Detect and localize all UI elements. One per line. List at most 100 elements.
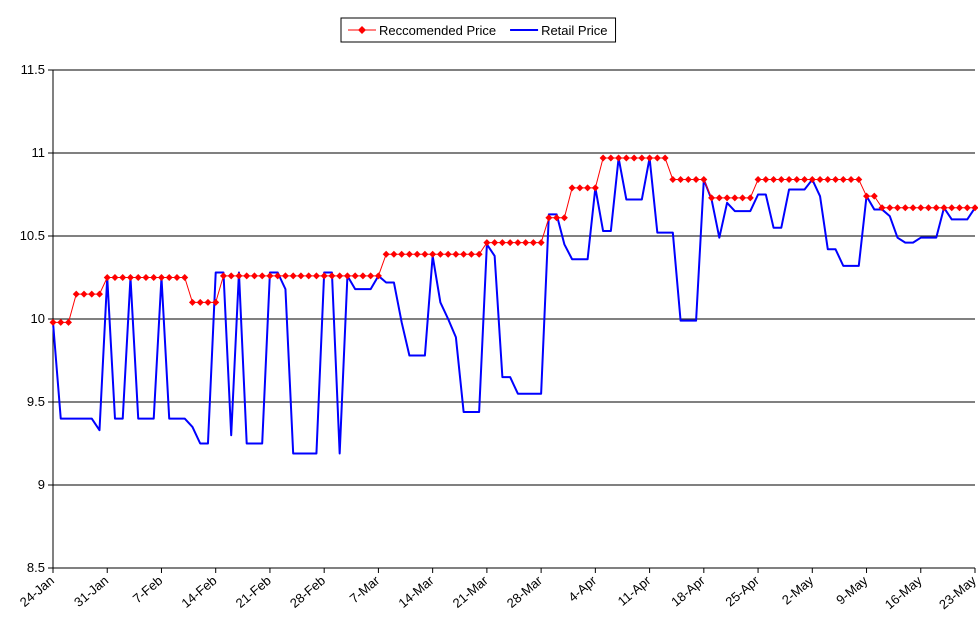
data-marker: [653, 154, 661, 162]
x-tick-label: 24-Jan: [17, 573, 57, 610]
data-marker: [615, 154, 623, 162]
data-marker: [150, 274, 158, 281]
data-marker: [917, 204, 925, 212]
data-marker: [336, 272, 344, 280]
data-marker: [258, 272, 266, 280]
data-marker: [901, 204, 909, 212]
data-marker: [351, 272, 359, 280]
x-tick-label: 28-Feb: [287, 573, 328, 611]
data-marker: [429, 250, 437, 258]
data-marker: [274, 272, 282, 280]
data-marker: [956, 204, 964, 212]
data-marker: [436, 250, 444, 258]
x-tick-label: 7-Mar: [347, 572, 383, 606]
data-marker: [855, 176, 863, 184]
x-tick-label: 4-Apr: [565, 572, 600, 604]
data-marker: [599, 154, 607, 162]
data-marker: [196, 298, 204, 306]
legend-marker: [358, 26, 366, 34]
x-tick-label: 21-Feb: [233, 573, 274, 611]
data-marker: [715, 194, 723, 202]
data-marker: [452, 250, 460, 258]
legend-label: Retail Price: [541, 23, 607, 38]
data-marker: [328, 272, 336, 280]
data-marker: [801, 176, 809, 184]
data-marker: [545, 214, 553, 222]
legend-label: Reccomended Price: [379, 23, 496, 38]
x-tick-label: 14-Feb: [178, 573, 219, 611]
data-marker: [808, 176, 816, 184]
data-marker: [405, 250, 413, 258]
data-marker: [568, 184, 576, 192]
data-marker: [173, 274, 181, 281]
data-marker: [661, 154, 669, 162]
data-marker: [622, 154, 630, 162]
data-marker: [134, 274, 142, 281]
data-marker: [584, 184, 592, 192]
data-marker: [80, 290, 88, 298]
data-marker: [398, 250, 406, 258]
data-marker: [467, 250, 475, 258]
data-marker: [498, 239, 506, 247]
data-marker: [281, 272, 289, 280]
y-tick-label: 8.5: [27, 560, 45, 575]
x-tick-label: 11-Apr: [615, 572, 654, 608]
data-marker: [669, 176, 677, 184]
data-marker: [971, 204, 978, 212]
data-marker: [483, 239, 491, 247]
y-tick-label: 9: [38, 477, 45, 492]
series-line: [52, 156, 976, 455]
data-marker: [940, 204, 948, 212]
data-marker: [111, 274, 119, 281]
data-marker: [963, 204, 971, 212]
data-marker: [181, 274, 189, 281]
data-marker: [320, 272, 328, 280]
data-marker: [491, 239, 499, 247]
data-marker: [235, 272, 243, 280]
x-tick-label: 18-Apr: [668, 572, 708, 609]
data-marker: [374, 272, 382, 280]
data-marker: [878, 204, 886, 212]
data-marker: [630, 154, 638, 162]
data-marker: [297, 272, 305, 280]
data-marker: [88, 290, 96, 298]
x-tick-label: 9-May: [833, 572, 871, 607]
data-marker: [723, 194, 731, 202]
data-marker: [847, 176, 855, 184]
data-marker: [250, 272, 258, 280]
data-marker: [367, 272, 375, 280]
data-marker: [909, 204, 917, 212]
x-tick-label: 7-Feb: [130, 573, 166, 606]
data-marker: [948, 204, 956, 212]
data-marker: [243, 272, 251, 280]
legend: Reccomended Price Retail Price: [340, 17, 617, 43]
data-marker: [413, 250, 421, 258]
data-marker: [126, 274, 134, 281]
data-marker: [894, 204, 902, 212]
x-tick-label: 2-May: [779, 572, 817, 607]
data-marker: [754, 176, 762, 184]
data-marker: [382, 250, 390, 258]
data-marker: [793, 176, 801, 184]
y-tick-label: 9.5: [27, 394, 45, 409]
data-marker: [212, 298, 220, 306]
data-marker: [677, 176, 685, 184]
data-marker: [119, 274, 127, 281]
data-marker: [746, 194, 754, 202]
data-marker: [553, 214, 561, 222]
data-marker: [142, 274, 150, 281]
series-line: [53, 157, 975, 323]
data-marker: [700, 176, 708, 184]
x-tick-label: 14-Mar: [395, 572, 437, 610]
data-marker: [638, 154, 646, 162]
data-marker: [591, 184, 599, 192]
data-marker: [529, 239, 537, 247]
x-tick-label: 21-Mar: [450, 572, 492, 610]
data-marker: [460, 250, 468, 258]
data-marker: [165, 274, 173, 281]
data-marker: [266, 272, 274, 280]
data-marker: [57, 318, 65, 326]
data-marker: [64, 318, 72, 326]
data-marker: [390, 250, 398, 258]
